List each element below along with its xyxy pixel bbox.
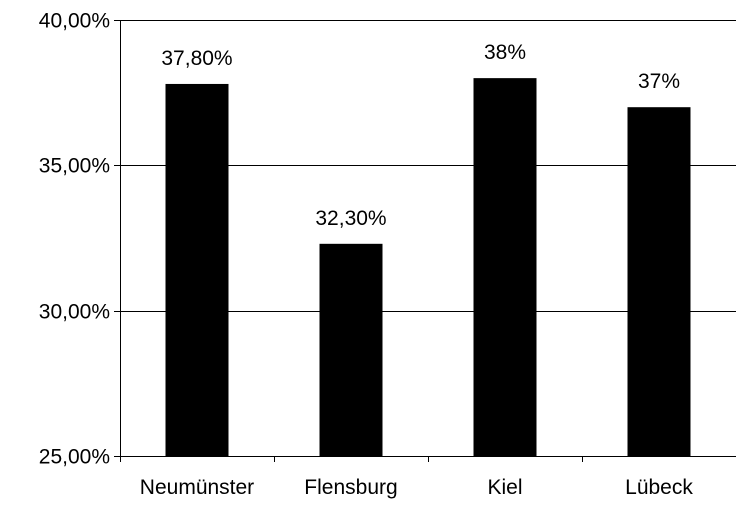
bar-neumünster [165, 83, 229, 457]
data-label: 38% [484, 41, 526, 64]
y-tick-label: 35,00% [39, 155, 110, 178]
x-tick-label: Kiel [487, 476, 522, 499]
bar-lübeck [627, 107, 691, 456]
y-tick-label: 40,00% [39, 10, 110, 33]
data-label: 32,30% [315, 207, 386, 230]
data-label: 37,80% [161, 47, 232, 70]
bar-flensburg [319, 243, 383, 456]
bar-kiel [473, 78, 537, 456]
y-tick-label: 30,00% [39, 301, 110, 324]
x-tick-label: Lübeck [625, 476, 693, 499]
data-label: 37% [638, 70, 680, 93]
x-tick-label: Neumünster [140, 476, 254, 499]
axes [114, 20, 736, 462]
y-tick-label: 25,00% [39, 446, 110, 469]
x-tick-label: Flensburg [304, 476, 397, 499]
bars [165, 78, 691, 457]
labels: 25,00% 30,00% 35,00% 40,00% 37,80% Neumünster… [39, 10, 694, 500]
